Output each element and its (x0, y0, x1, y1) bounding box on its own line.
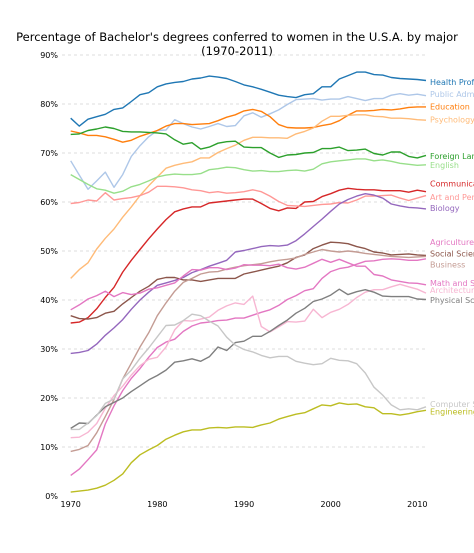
series-label-business: Business (430, 261, 465, 270)
x-tick-label: 2010 (407, 500, 427, 509)
series-line-biology (70, 193, 427, 355)
series-line-public-administration (70, 93, 427, 190)
series-label-math-and-statistics: Math and Statistics (430, 279, 474, 288)
series-label-agriculture: Agriculture (430, 238, 474, 247)
y-tick-label: 90% (40, 51, 58, 60)
series-line-english (70, 158, 427, 194)
y-tick-label: 40% (40, 296, 58, 305)
series-line-architecture (70, 283, 427, 439)
series-label-health-professions: Health Professions (430, 78, 474, 87)
x-tick-label: 1980 (147, 500, 167, 509)
series-label-foreign-languages: Foreign Languages (430, 152, 474, 161)
series-label-architecture: Architecture (430, 286, 474, 295)
series-line-social-sciences-and-history (70, 241, 427, 320)
y-tick-label: 20% (40, 394, 58, 403)
series-label-social-sciences-and-history: Social Sciences and History (430, 249, 474, 258)
series-line-art-and-performance (70, 185, 427, 208)
y-tick-label: 70% (40, 149, 58, 158)
series-line-physical-sciences (70, 288, 427, 429)
y-tick-label: 80% (40, 100, 58, 109)
x-tick-label: 1990 (234, 500, 254, 509)
series-line-foreign-languages (70, 126, 427, 159)
y-tick-label: 30% (40, 345, 58, 354)
y-tick-label: 10% (40, 443, 58, 452)
series-label-biology: Biology (430, 204, 460, 213)
y-tick-label: 0% (45, 492, 58, 501)
y-tick-label: 50% (40, 247, 58, 256)
series-line-engineering (70, 402, 427, 493)
x-tick-label: 2000 (320, 500, 340, 509)
series-line-communications-and-journalism (70, 187, 427, 324)
series-line-education (70, 106, 426, 143)
series-line-math-and-statistics (70, 258, 427, 311)
y-tick-label: 60% (40, 198, 58, 207)
series-label-engineering: Engineering (430, 408, 474, 417)
series-label-communications-and-journalism: Communications and Journalism (430, 179, 474, 188)
series-label-computer-science: Computer Science (430, 400, 474, 409)
series-line-psychology (70, 114, 427, 279)
series-label-physical-sciences: Physical Sciences (430, 296, 474, 305)
series-line-computer-science (70, 313, 427, 431)
chart-title: Percentage of Bachelor's degrees conferr… (16, 30, 458, 58)
series-label-education: Education (430, 102, 470, 111)
series-line-agriculture (70, 258, 427, 476)
series-line-health-professions (70, 71, 427, 127)
series-label-public-administration: Public Administration (430, 90, 474, 99)
series-label-psychology: Psychology (430, 116, 474, 125)
series-label-english: English (430, 161, 459, 170)
series-label-art-and-performance: Art and Performance (430, 193, 474, 202)
x-tick-label: 1970 (60, 500, 80, 509)
